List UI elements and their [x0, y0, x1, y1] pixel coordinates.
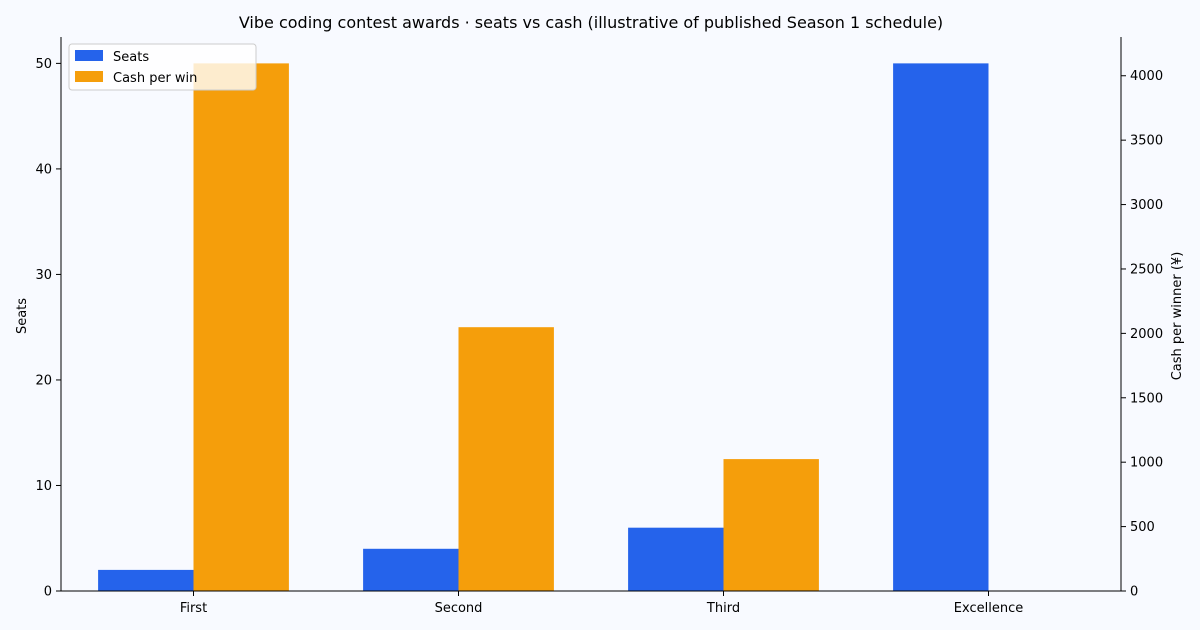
legend-swatch-seats	[75, 50, 103, 61]
axes-layer: First Second Third Excellence01020304050050…	[35, 37, 1163, 616]
bar-seats-third	[628, 527, 724, 591]
y2-tick-label-1500: 1500	[1130, 391, 1163, 406]
legend-swatch-cash	[75, 71, 103, 82]
y2-tick-label-3000: 3000	[1130, 198, 1163, 213]
x-tick-label-first: First	[180, 601, 207, 616]
bar-cash-per-winner-third	[723, 459, 819, 591]
y-tick-label-0: 0	[44, 585, 52, 600]
y-axis-label: Seats	[15, 298, 30, 334]
x-tick-label-second: Second	[435, 601, 483, 616]
bars-layer	[98, 63, 989, 591]
y-tick-label-50: 50	[35, 57, 52, 72]
bar-cash-per-winner-second	[458, 327, 554, 591]
legend-box	[68, 43, 257, 91]
bar-cash-per-winner-first	[193, 63, 289, 591]
legend: Seats Cash per win	[68, 43, 257, 91]
y2-tick-label-0: 0	[1130, 585, 1138, 600]
y-tick-label-10: 10	[35, 479, 52, 494]
y2-tick-label-2000: 2000	[1130, 327, 1163, 342]
y2-tick-label-1000: 1000	[1130, 456, 1163, 471]
y2-tick-label-500: 500	[1130, 520, 1155, 535]
y2-tick-label-3500: 3500	[1130, 134, 1163, 149]
bar-seats-excellence	[893, 63, 989, 591]
y-tick-label-20: 20	[35, 373, 52, 388]
x-tick-label-excellence: Excellence	[954, 601, 1023, 616]
legend-label-cash: Cash per win	[113, 71, 197, 86]
bar-seats-first	[98, 569, 194, 591]
y-tick-label-40: 40	[35, 162, 52, 177]
y2-axis-label: Cash per winner (¥)	[1170, 252, 1185, 381]
y-tick-label-30: 30	[35, 268, 52, 283]
x-tick-label-third: Third	[706, 601, 740, 616]
y2-tick-label-4000: 4000	[1130, 69, 1163, 84]
chart-title: Vibe coding contest awards · seats vs ca…	[239, 13, 943, 32]
y2-tick-label-2500: 2500	[1130, 262, 1163, 277]
bar-seats-second	[363, 548, 459, 591]
legend-label-seats: Seats	[113, 50, 149, 65]
